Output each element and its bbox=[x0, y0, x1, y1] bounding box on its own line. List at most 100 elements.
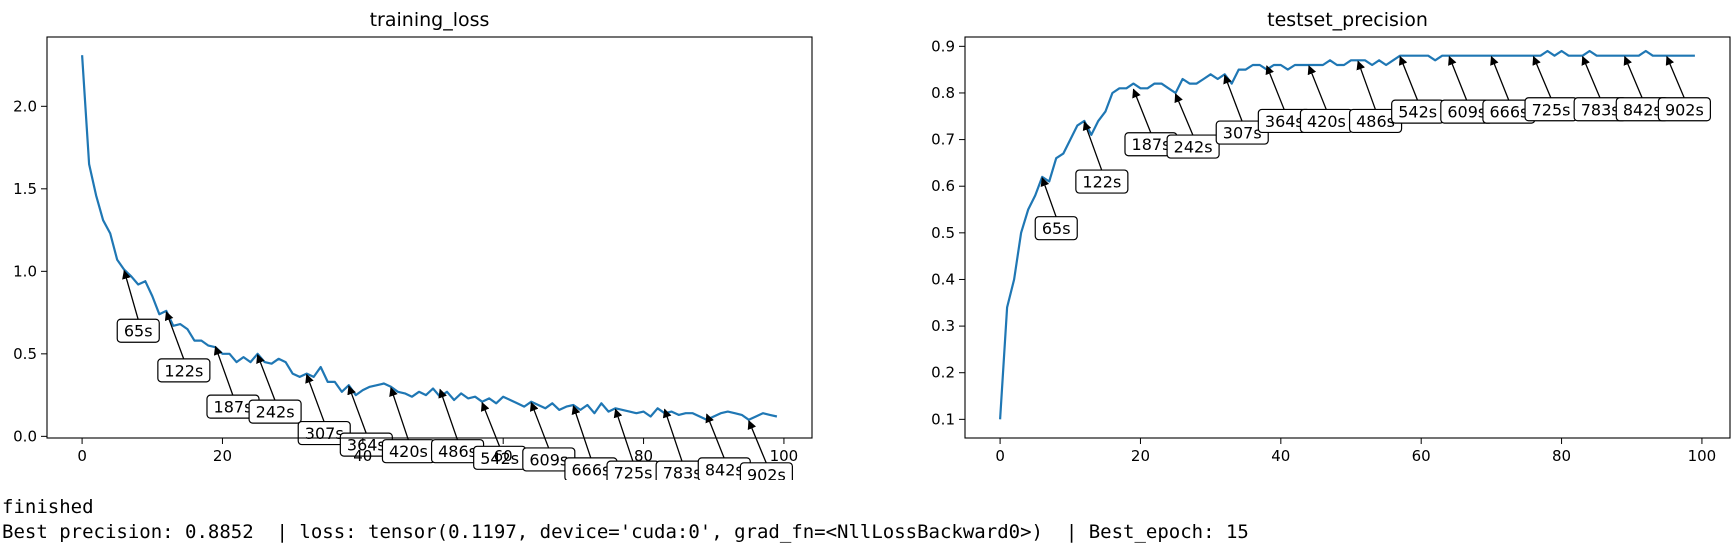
x-tick-label: 100 bbox=[770, 447, 799, 465]
annotation-label: 307s bbox=[1223, 124, 1262, 143]
annotation-arrow bbox=[1398, 55, 1419, 101]
annotation-box bbox=[1657, 97, 1711, 122]
console-summary-text: Best precision: 0.8852 | loss: tensor(0.… bbox=[2, 521, 1249, 543]
annotation-arrow bbox=[1265, 65, 1285, 111]
annotation-label: 187s bbox=[1132, 135, 1171, 154]
annotation-arrow bbox=[305, 373, 325, 423]
annotation-arrow bbox=[1174, 93, 1194, 136]
x-tick-label: 0 bbox=[995, 447, 1005, 465]
x-tick-label: 20 bbox=[1131, 447, 1150, 465]
annotation-arrow bbox=[164, 311, 185, 360]
axes-frame bbox=[46, 36, 813, 439]
annotation-arrow bbox=[213, 345, 234, 396]
annotation-label: 242s bbox=[256, 403, 295, 422]
annotation-box bbox=[116, 318, 160, 343]
annotation-arrow bbox=[256, 353, 276, 401]
annotation-arrow bbox=[1307, 65, 1328, 111]
annotation-arrow bbox=[571, 405, 592, 459]
chart-title: training_loss bbox=[370, 9, 490, 31]
annotation-label: 725s bbox=[614, 464, 653, 480]
annotation-arrow bbox=[662, 408, 683, 462]
x-tick-label: 60 bbox=[494, 447, 513, 465]
annotation-arrow bbox=[122, 269, 139, 320]
annotation-label: 364s bbox=[1265, 112, 1304, 131]
x-tick-label: 60 bbox=[1412, 447, 1431, 465]
annotation-label: 609s bbox=[1447, 103, 1486, 122]
annotation-arrow bbox=[705, 413, 725, 459]
y-tick-label: 0.9 bbox=[931, 37, 955, 55]
annotation-arrow bbox=[347, 385, 367, 434]
annotation-arrow bbox=[1132, 88, 1152, 134]
console-status-text: finished bbox=[2, 496, 94, 518]
annotation-arrow bbox=[1623, 55, 1643, 99]
y-tick-label: 0.0 bbox=[13, 427, 37, 445]
annotation-label: 666s bbox=[571, 460, 610, 479]
annotation-label: 609s bbox=[529, 450, 568, 469]
annotation-label: 65s bbox=[124, 322, 153, 341]
annotation-label: 65s bbox=[1042, 219, 1071, 238]
annotation-label: 783s bbox=[1581, 100, 1620, 119]
annotation-arrow bbox=[1490, 55, 1510, 101]
x-tick-label: 40 bbox=[353, 447, 372, 465]
annotation-label: 666s bbox=[1489, 103, 1528, 122]
annotation-label: 364s bbox=[347, 436, 386, 455]
annotation-label: 242s bbox=[1174, 138, 1213, 157]
y-tick-label: 1.5 bbox=[13, 180, 37, 198]
x-tick-label: 80 bbox=[634, 447, 653, 465]
annotation-label: 420s bbox=[389, 442, 428, 461]
y-tick-label: 0.6 bbox=[931, 177, 955, 195]
annotation-arrow bbox=[389, 386, 410, 441]
annotation-label: 783s bbox=[663, 464, 702, 480]
axes-frame bbox=[964, 36, 1731, 439]
annotation-arrow bbox=[438, 388, 459, 441]
y-tick-label: 0.4 bbox=[931, 270, 955, 288]
y-tick-label: 0.5 bbox=[13, 345, 37, 363]
y-tick-label: 0.2 bbox=[931, 364, 955, 382]
annotation-arrow bbox=[480, 401, 501, 448]
y-tick-label: 0.8 bbox=[931, 84, 955, 102]
annotation-label: 420s bbox=[1307, 112, 1346, 131]
annotation-label: 486s bbox=[1356, 112, 1395, 131]
annotation-arrow bbox=[1082, 121, 1103, 171]
annotation-arrow bbox=[1040, 177, 1057, 218]
annotation-label: 307s bbox=[305, 424, 344, 443]
annotation-arrow bbox=[1581, 55, 1601, 99]
annotation-arrow bbox=[1448, 55, 1468, 101]
y-tick-label: 0.7 bbox=[931, 131, 955, 149]
annotation-label: 725s bbox=[1532, 100, 1571, 119]
annotation-arrow bbox=[1223, 74, 1243, 122]
annotation-box bbox=[248, 399, 302, 424]
y-tick-label: 0.1 bbox=[931, 410, 955, 428]
y-tick-label: 0.5 bbox=[931, 224, 955, 242]
x-tick-label: 100 bbox=[1688, 447, 1717, 465]
annotation-arrow bbox=[1665, 55, 1685, 99]
annotation-label: 122s bbox=[1082, 173, 1121, 192]
annotation-arrow bbox=[747, 420, 767, 464]
y-tick-label: 0.3 bbox=[931, 317, 955, 335]
annotation-label: 122s bbox=[164, 361, 203, 380]
x-tick-label: 20 bbox=[213, 447, 232, 465]
series-line bbox=[999, 49, 1695, 420]
annotation-arrow bbox=[1356, 60, 1377, 111]
annotation-box bbox=[1075, 169, 1129, 194]
annotation-arrow bbox=[613, 408, 634, 462]
annotation-label: 542s bbox=[480, 449, 519, 468]
annotation-box bbox=[1034, 216, 1078, 241]
annotation-arrow bbox=[1532, 55, 1552, 99]
annotation-box bbox=[739, 462, 793, 480]
annotation-label: 842s bbox=[705, 460, 744, 479]
annotation-label: 486s bbox=[438, 442, 477, 461]
chart-title: testset_precision bbox=[1267, 9, 1428, 31]
series-line bbox=[81, 55, 778, 421]
annotation-box bbox=[1166, 134, 1220, 159]
annotation-label: 902s bbox=[747, 465, 786, 480]
annotation-label: 842s bbox=[1623, 100, 1662, 119]
annotation-box bbox=[157, 358, 211, 383]
y-tick-label: 1.0 bbox=[13, 262, 37, 280]
chart-testset-precision: testset_precision 65s 122s 187s 242s 307s364s… bbox=[931, 9, 1731, 465]
annotation-label: 542s bbox=[1398, 103, 1437, 122]
x-tick-label: 0 bbox=[77, 447, 87, 465]
y-tick-label: 2.0 bbox=[13, 97, 37, 115]
